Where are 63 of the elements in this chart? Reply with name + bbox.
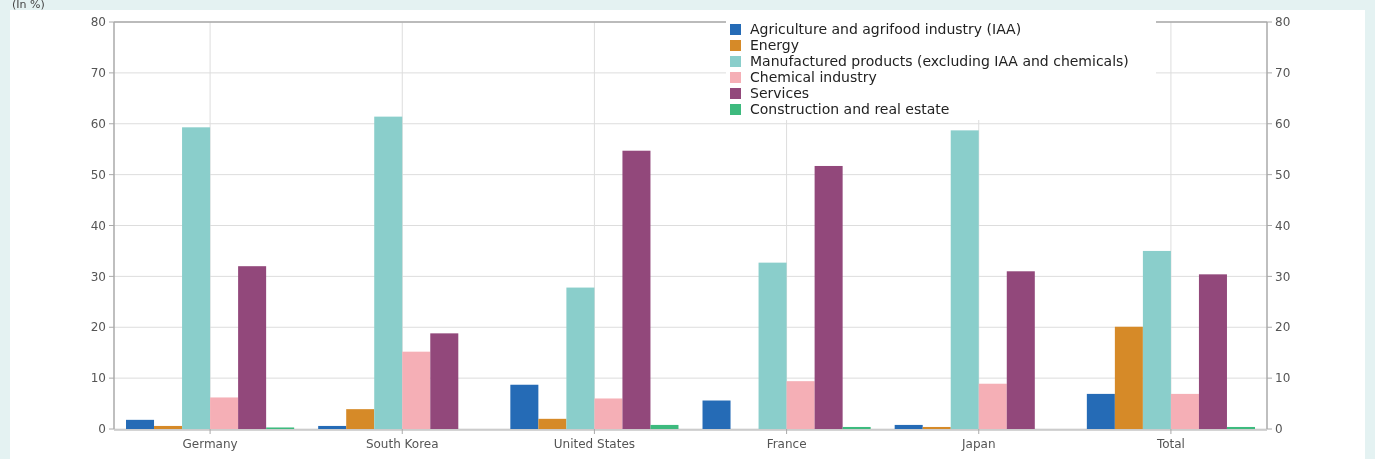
bar	[978, 383, 1007, 429]
bar	[622, 150, 651, 429]
bar	[1198, 274, 1227, 429]
y2-tick-label: 20	[1275, 320, 1291, 335]
bar	[894, 424, 923, 429]
x-tick-label: Total	[1155, 437, 1185, 451]
x-tick-label: South Korea	[365, 437, 439, 451]
legend-label: Energy	[750, 37, 800, 53]
legend-label: Agriculture and agrifood industry (IAA)	[750, 21, 1022, 37]
bar	[210, 397, 239, 429]
x-tick-label: United States	[553, 437, 636, 451]
y-tick-label: 10	[90, 371, 106, 386]
bar	[318, 425, 347, 429]
bar	[154, 425, 183, 429]
y2-tick-label: 10	[1275, 371, 1291, 386]
bar	[842, 426, 871, 429]
y-tick-label: 70	[90, 66, 106, 81]
bar	[538, 418, 567, 429]
bar	[430, 333, 459, 429]
y-tick-label: 30	[90, 269, 106, 284]
bar	[1006, 271, 1035, 429]
y-axis-title: (In %)	[12, 0, 45, 11]
bar	[374, 116, 403, 429]
bar	[1114, 326, 1143, 429]
bar	[402, 351, 431, 429]
bar	[566, 287, 595, 429]
legend-label: Construction and real estate	[750, 101, 950, 117]
x-tick-label: France	[766, 437, 807, 451]
y-tick-label: 50	[90, 167, 106, 182]
bar	[238, 266, 267, 429]
bar	[702, 400, 731, 429]
bar	[922, 426, 951, 429]
bar	[814, 165, 843, 429]
y-tick-label: 80	[90, 15, 106, 30]
x-tick-label: Japan	[961, 437, 996, 451]
legend-label: Services	[750, 85, 810, 101]
y-tick-label: 20	[90, 320, 106, 335]
bar	[510, 384, 539, 429]
y2-tick-label: 60	[1275, 116, 1291, 131]
bar	[346, 409, 375, 429]
bar	[594, 398, 623, 429]
bar	[786, 381, 815, 429]
y2-tick-label: 40	[1275, 218, 1291, 233]
y2-tick-label: 30	[1275, 269, 1291, 284]
bar	[650, 424, 679, 429]
bar	[1170, 393, 1199, 429]
y2-tick-label: 50	[1275, 167, 1291, 182]
bar	[1086, 393, 1115, 429]
bar	[950, 130, 979, 429]
legend-label: Chemical industry	[750, 69, 877, 85]
y-tick-label: 40	[90, 218, 106, 233]
y2-tick-label: 80	[1275, 15, 1291, 30]
bar	[126, 419, 155, 429]
bar	[182, 127, 211, 429]
bar	[1226, 426, 1255, 429]
bar	[1142, 250, 1171, 429]
y-tick-label: 60	[90, 116, 106, 131]
legend-label: Manufactured products (excluding IAA and chemicals)	[750, 53, 1129, 69]
y2-tick-label: 0	[1275, 422, 1283, 437]
x-tick-label: Germany	[182, 437, 238, 451]
y2-tick-label: 70	[1275, 66, 1291, 81]
bar	[758, 262, 787, 429]
y-tick-label: 0	[98, 422, 106, 437]
